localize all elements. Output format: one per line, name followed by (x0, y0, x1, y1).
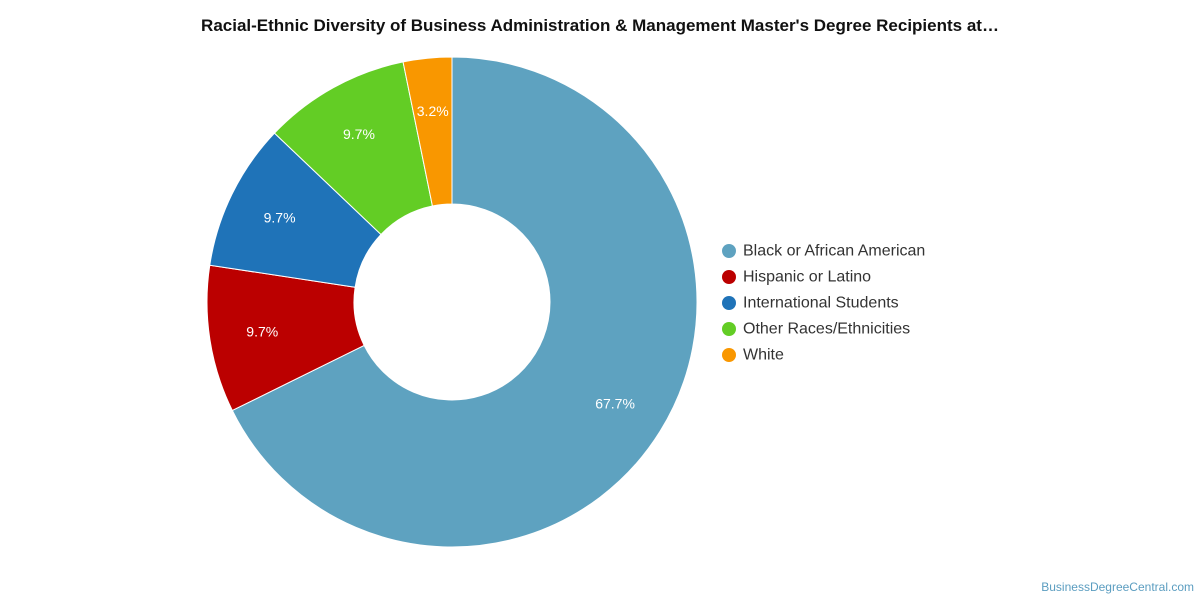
chart-title: Racial-Ethnic Diversity of Business Admi… (201, 16, 999, 35)
legend-label: Hispanic or Latino (743, 269, 871, 286)
legend-swatch (722, 244, 736, 258)
slice-labels-layer: 67.7% 9.7% 9.7% 9.7% 3.2% (246, 103, 635, 411)
legend-item-international-students[interactable]: International Students (722, 295, 899, 312)
slice-label-international-students: 9.7% (264, 210, 296, 226)
legend-item-white[interactable]: White (722, 347, 784, 364)
legend-swatch (722, 322, 736, 336)
legend-label: Black or African American (743, 243, 925, 260)
slice-label-white: 3.2% (417, 103, 449, 119)
slice-white[interactable] (402, 56, 453, 207)
legend-item-other-races-ethnicities[interactable]: Other Races/Ethnicities (722, 321, 910, 338)
slice-black-or-african-american[interactable] (231, 56, 698, 548)
legend-item-black-or-african-american[interactable]: Black or African American (722, 243, 925, 260)
legend-label: Other Races/Ethnicities (743, 321, 910, 338)
source-credit[interactable]: BusinessDegreeCentral.com (1041, 580, 1194, 594)
slice-label-other-races-ethnicities: 9.7% (343, 126, 375, 142)
slice-label-hispanic-or-latino: 9.7% (246, 323, 278, 339)
slices-layer (206, 56, 698, 548)
legend-swatch (722, 270, 736, 284)
slice-label-black-or-african-american: 67.7% (595, 395, 635, 411)
legend-swatch (722, 348, 736, 362)
legend-label: International Students (743, 295, 899, 312)
legend-swatch (722, 296, 736, 310)
legend-item-hispanic-or-latino[interactable]: Hispanic or Latino (722, 269, 871, 286)
legend: Black or African American Hispanic or Lat… (722, 243, 925, 364)
legend-label: White (743, 347, 784, 364)
